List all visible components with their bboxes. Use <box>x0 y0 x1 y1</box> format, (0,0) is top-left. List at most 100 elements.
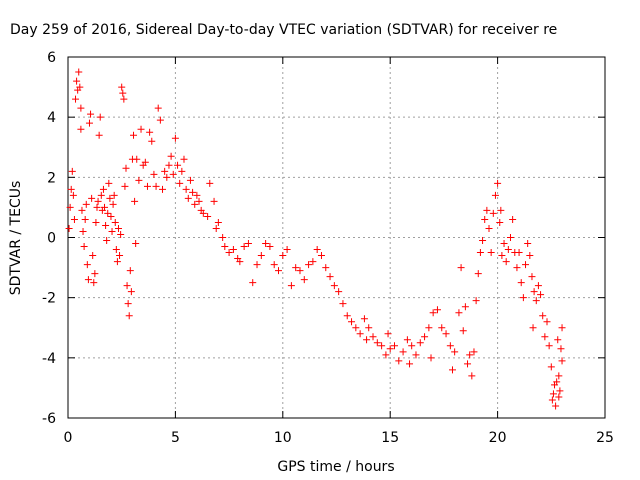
data-point <box>122 164 130 172</box>
data-point <box>485 224 493 232</box>
data-point <box>105 179 113 187</box>
data-point <box>509 215 517 223</box>
data-point <box>253 261 261 269</box>
data-point <box>141 158 149 166</box>
data-point <box>421 333 429 341</box>
data-point <box>534 282 542 290</box>
data-point <box>489 209 497 217</box>
data-point <box>557 345 565 353</box>
data-point <box>552 402 560 410</box>
data-point <box>335 288 343 296</box>
data-point <box>82 200 90 208</box>
data-point <box>97 191 105 199</box>
data-point <box>496 218 504 226</box>
x-tick-label: 20 <box>489 430 507 446</box>
data-point <box>390 342 398 350</box>
data-point <box>474 270 482 278</box>
data-point <box>378 342 386 350</box>
data-point <box>384 330 392 338</box>
data-point <box>300 276 308 284</box>
data-point <box>236 258 244 266</box>
data-point <box>416 339 424 347</box>
data-point <box>292 264 300 272</box>
data-point <box>494 179 502 187</box>
data-point <box>154 104 162 112</box>
data-point <box>109 200 117 208</box>
data-point <box>111 218 119 226</box>
data-point <box>68 167 76 175</box>
data-point <box>433 306 441 314</box>
data-point <box>287 282 295 290</box>
data-point <box>117 230 125 238</box>
data-point <box>547 363 555 371</box>
data-point <box>165 161 173 169</box>
data-point <box>148 137 156 145</box>
data-point <box>558 357 566 365</box>
gridlines <box>68 57 605 418</box>
data-point <box>317 252 325 260</box>
data-point <box>545 342 553 350</box>
data-point <box>309 258 317 266</box>
data-point <box>167 152 175 160</box>
data-point <box>427 354 435 362</box>
data-point <box>212 224 220 232</box>
data-point <box>429 309 437 317</box>
data-point <box>88 194 96 202</box>
data-point <box>132 240 140 248</box>
data-point <box>468 372 476 380</box>
data-point <box>206 179 214 187</box>
data-point <box>152 182 160 190</box>
data-point <box>529 324 537 332</box>
data-point <box>176 179 184 187</box>
data-point <box>539 312 547 320</box>
data-point <box>266 243 274 251</box>
data-point <box>80 243 88 251</box>
data-point <box>403 336 411 344</box>
data-point <box>94 197 102 205</box>
data-point <box>487 249 495 257</box>
data-point <box>554 336 562 344</box>
data-point <box>408 342 416 350</box>
data-point <box>133 155 141 163</box>
data-point <box>446 342 454 350</box>
data-point <box>171 134 179 142</box>
data-point <box>543 318 551 326</box>
data-point <box>498 252 506 260</box>
data-point <box>124 300 132 308</box>
data-point <box>121 182 129 190</box>
data-point <box>551 381 559 389</box>
data-point <box>93 203 101 211</box>
data-point <box>67 185 75 193</box>
data-point <box>102 221 110 229</box>
y-tick-label: 0 <box>47 231 56 247</box>
data-point <box>146 128 154 136</box>
data-point <box>558 324 566 332</box>
data-point <box>519 294 527 302</box>
data-point <box>65 224 73 232</box>
data-points <box>65 68 566 410</box>
data-point <box>360 315 368 323</box>
data-point <box>95 131 103 139</box>
data-point <box>464 360 472 368</box>
data-point <box>459 327 467 335</box>
data-point <box>472 297 480 305</box>
data-point <box>69 191 77 199</box>
data-point <box>412 351 420 359</box>
data-point <box>395 357 403 365</box>
data-point <box>555 372 563 380</box>
data-point <box>110 191 118 199</box>
x-tick-labels: 0 5 10 15 20 25 <box>64 430 614 446</box>
data-point <box>352 324 360 332</box>
x-tick-label: 25 <box>596 430 614 446</box>
data-point <box>517 279 525 287</box>
data-point <box>541 333 549 341</box>
data-point <box>339 300 347 308</box>
data-point <box>101 203 109 211</box>
data-point <box>210 197 218 205</box>
data-point <box>113 258 121 266</box>
data-point <box>186 176 194 184</box>
data-point <box>199 209 207 217</box>
data-point <box>461 303 469 311</box>
data-point <box>399 348 407 356</box>
data-point <box>89 252 97 260</box>
